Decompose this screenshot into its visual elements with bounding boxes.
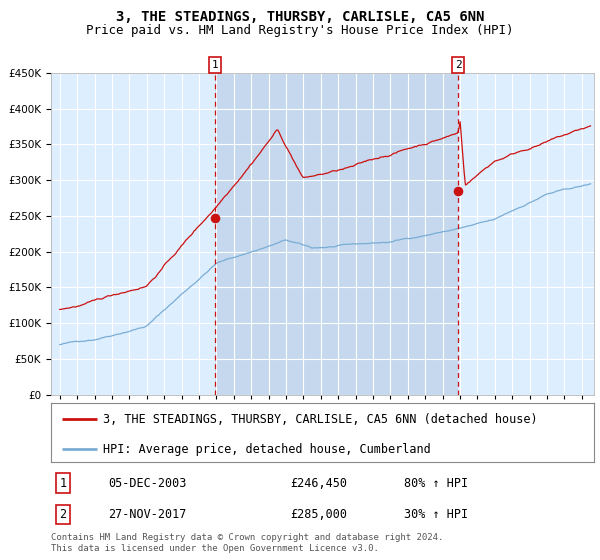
Text: 30% ↑ HPI: 30% ↑ HPI: [404, 508, 468, 521]
Text: £285,000: £285,000: [290, 508, 347, 521]
Point: [454, 186, 463, 195]
Text: 2: 2: [455, 60, 461, 70]
Text: 2: 2: [59, 508, 67, 521]
Bar: [215, 73, 458, 395]
Text: 1: 1: [59, 477, 67, 490]
Text: 80% ↑ HPI: 80% ↑ HPI: [404, 477, 468, 490]
Text: 27-NOV-2017: 27-NOV-2017: [108, 508, 187, 521]
Text: Price paid vs. HM Land Registry's House Price Index (HPI): Price paid vs. HM Land Registry's House …: [86, 24, 514, 37]
Text: £246,450: £246,450: [290, 477, 347, 490]
Text: Contains HM Land Registry data © Crown copyright and database right 2024.
This d: Contains HM Land Registry data © Crown c…: [51, 533, 443, 553]
Text: 3, THE STEADINGS, THURSBY, CARLISLE, CA5 6NN: 3, THE STEADINGS, THURSBY, CARLISLE, CA5…: [116, 10, 484, 24]
Text: 1: 1: [212, 60, 218, 70]
Text: HPI: Average price, detached house, Cumberland: HPI: Average price, detached house, Cumb…: [103, 442, 430, 456]
Text: 3, THE STEADINGS, THURSBY, CARLISLE, CA5 6NN (detached house): 3, THE STEADINGS, THURSBY, CARLISLE, CA5…: [103, 413, 537, 426]
Point: [210, 214, 220, 223]
Text: 05-DEC-2003: 05-DEC-2003: [108, 477, 187, 490]
